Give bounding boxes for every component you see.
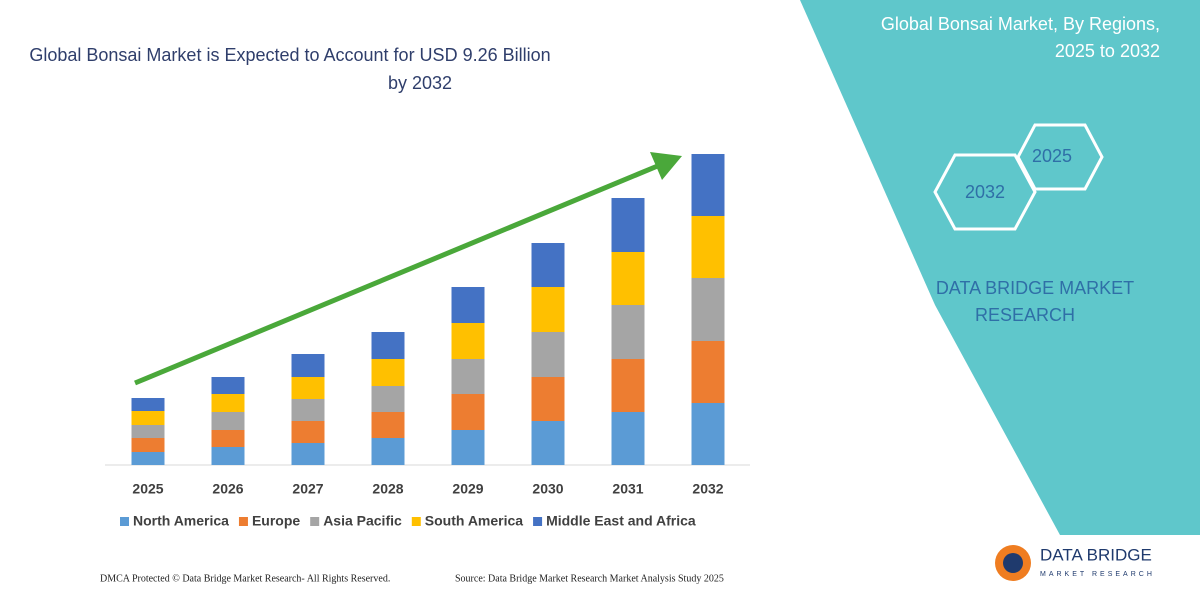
- bar-segment: [291, 354, 325, 377]
- bar-segment: [691, 341, 725, 403]
- brand-text: RESEARCH: [975, 305, 1075, 325]
- x-tick-label: 2028: [372, 481, 403, 497]
- bar-segment: [211, 412, 245, 430]
- bar-segment: [531, 332, 565, 377]
- chart-title: by 2032: [388, 73, 452, 93]
- bar-segment: [611, 198, 645, 252]
- bar-segment: [131, 438, 165, 452]
- bar-segment: [531, 377, 565, 421]
- arrow-head: [650, 152, 682, 180]
- legend-swatch: [310, 517, 320, 526]
- panel-title: 2025 to 2032: [1055, 41, 1160, 61]
- bar-segment: [691, 154, 725, 216]
- bar-segment: [371, 359, 405, 386]
- bar-segment: [451, 323, 485, 359]
- bar-segment: [531, 243, 565, 287]
- legend-label: Europe: [252, 513, 300, 529]
- bar-segment: [611, 359, 645, 412]
- hexagon: [933, 153, 1037, 231]
- bar-segment: [211, 377, 245, 394]
- legend-swatch: [120, 517, 129, 526]
- hex-label: 2032: [965, 182, 1005, 202]
- bar-segment: [291, 399, 325, 421]
- logo: DATA BRIDGE MARKET RESEARCH: [995, 545, 1155, 581]
- bar-segment: [291, 443, 325, 465]
- legend-label: North America: [133, 513, 229, 529]
- footer-text: Source: Data Bridge Market Research Mark…: [455, 573, 724, 584]
- bar-segment: [611, 305, 645, 359]
- bar-segment: [451, 359, 485, 394]
- logo-text: DATA BRIDGE: [1040, 545, 1152, 564]
- bar-segment: [451, 394, 485, 430]
- bar-segment: [611, 252, 645, 305]
- bar-segment: [691, 278, 725, 341]
- x-tick-label: 2032: [692, 481, 723, 497]
- trend-arrow: [134, 162, 661, 386]
- legend-label: Middle East and Africa: [546, 513, 696, 529]
- x-tick-label: 2029: [452, 481, 483, 497]
- footer-text: DMCA Protected © Data Bridge Market Rese…: [100, 573, 390, 584]
- legend-label: South America: [425, 513, 523, 529]
- bar-segment: [451, 430, 485, 465]
- legend-swatch: [533, 517, 543, 526]
- bar-segment: [691, 216, 725, 278]
- bar-segment: [131, 425, 165, 438]
- bar-segment: [451, 287, 485, 323]
- x-tick-label: 2027: [292, 481, 323, 497]
- legend-swatch: [238, 517, 248, 526]
- bar-segment: [691, 403, 725, 465]
- brand-text: DATA BRIDGE MARKET: [936, 278, 1134, 298]
- x-tick-label: 2025: [132, 481, 163, 497]
- bar-segment: [211, 447, 245, 465]
- panel-title: Global Bonsai Market, By Regions,: [881, 14, 1160, 34]
- bar-segment: [371, 412, 405, 438]
- bar-segment: [371, 438, 405, 465]
- x-tick-label: 2026: [212, 481, 243, 497]
- logo-tagline: MARKET RESEARCH: [1040, 571, 1155, 578]
- x-tick-label: 2031: [612, 481, 643, 497]
- bar-segment: [611, 412, 645, 465]
- bar-segment: [531, 421, 565, 465]
- bar-segment: [371, 332, 405, 359]
- x-tick-label: 2030: [532, 481, 563, 497]
- bar-segment: [291, 421, 325, 443]
- bar-segment: [371, 386, 405, 412]
- logo-mark: [1003, 553, 1023, 573]
- legend-label: Asia Pacific: [323, 513, 402, 529]
- bar-segment: [531, 287, 565, 332]
- bar-segment: [211, 430, 245, 447]
- bar-segment: [131, 398, 165, 411]
- bar-segment: [131, 452, 165, 465]
- bar-segment: [131, 411, 165, 425]
- side-panel: [800, 0, 1200, 535]
- bar-segment: [291, 377, 325, 399]
- bar-segment: [211, 394, 245, 412]
- chart-title: Global Bonsai Market is Expected to Acco…: [29, 45, 550, 65]
- hexagon: [1016, 123, 1104, 191]
- hex-label: 2025: [1032, 146, 1072, 166]
- legend-swatch: [411, 517, 421, 526]
